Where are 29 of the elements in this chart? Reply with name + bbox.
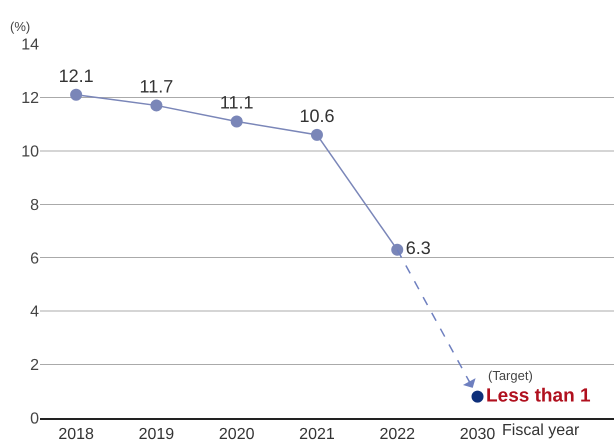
y-tick-label: 10 (21, 143, 40, 160)
point (150, 99, 162, 112)
y-tick-label: 8 (30, 196, 40, 214)
x-tick-label: 2030 (460, 426, 496, 441)
x-tick-label: 2021 (299, 426, 335, 441)
point (472, 390, 484, 403)
y-tick-label: 12 (21, 90, 40, 108)
y-tick-label: 6 (30, 250, 40, 268)
data-label: 10.6 (299, 106, 334, 126)
y-tick-label: 0 (30, 410, 40, 428)
point (70, 88, 82, 101)
x-axis-title: Fiscal year (502, 422, 580, 439)
annotation: (Target) (488, 368, 533, 383)
y-axis-title: (%) (10, 19, 30, 34)
point (391, 244, 404, 256)
y-tick-label: 14 (21, 36, 40, 54)
y-tick-label: 2 (30, 357, 40, 374)
data-label: 6.3 (406, 238, 431, 258)
data-label: 11.7 (140, 76, 174, 96)
point (310, 128, 323, 141)
x-tick-label: 2019 (138, 426, 174, 441)
point (230, 115, 243, 128)
data-label: 11.1 (220, 92, 254, 112)
data-label: Less than 1 (486, 385, 591, 406)
x-tick-label: 2022 (379, 426, 416, 441)
x-tick-label: 2020 (218, 426, 255, 441)
data-label: 12.1 (58, 66, 94, 86)
x-tick-label: 2018 (58, 426, 94, 441)
y-tick-label: 4 (30, 304, 40, 321)
